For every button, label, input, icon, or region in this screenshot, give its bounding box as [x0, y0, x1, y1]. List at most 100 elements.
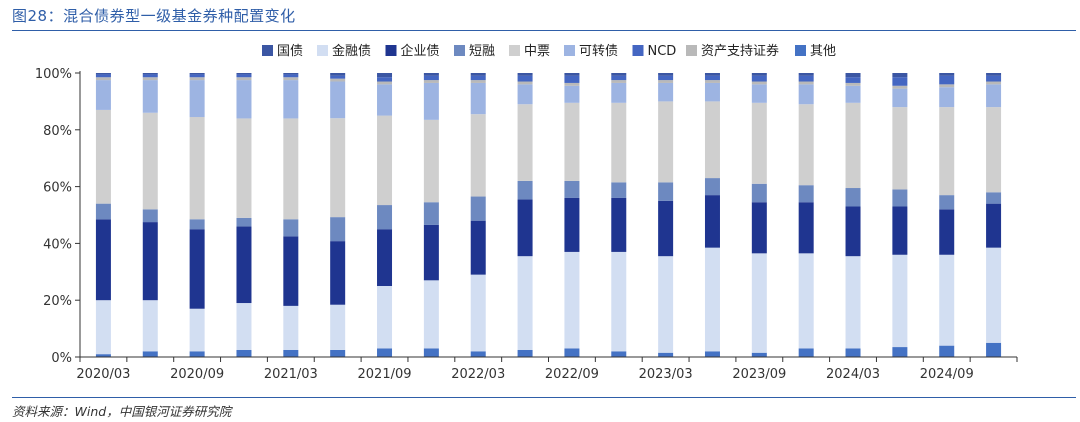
bar-segment — [704, 82, 720, 102]
x-tick-label: 2021/09 — [358, 367, 412, 382]
bar-segment — [330, 349, 346, 357]
bar-segment — [564, 348, 580, 357]
bar-segment — [704, 178, 720, 196]
figure-source: 资料来源：Wind，中国银河证券研究院 — [12, 404, 232, 419]
legend-label: 中票 — [524, 44, 550, 59]
chart-legend: 国债 金融债 企业债 短融 中票 可转债 NCD 资产支持证券 其他 — [262, 43, 836, 59]
bar-segment — [377, 348, 393, 357]
bar-segment — [751, 75, 767, 82]
bar-segment — [283, 118, 299, 220]
bar-segment — [892, 347, 908, 357]
bar-stack — [704, 73, 720, 357]
bar-segment — [236, 80, 252, 119]
bar-segment — [939, 73, 955, 76]
x-tick-label: 2022/03 — [451, 367, 505, 382]
bar-segment — [283, 305, 299, 350]
bar-segment — [845, 206, 861, 257]
x-tick-label: 2022/09 — [545, 367, 599, 382]
bar-segment — [470, 80, 486, 83]
bar-segment — [564, 197, 580, 252]
bar-segment — [142, 209, 158, 223]
bar-segment — [283, 80, 299, 119]
bar-segment — [751, 202, 767, 254]
bar-stack — [95, 73, 111, 357]
bar-segment — [611, 182, 627, 198]
bar-segment — [377, 84, 393, 116]
bar-segment — [939, 75, 955, 85]
bar-segment — [470, 351, 486, 357]
bar-segment — [423, 82, 439, 120]
y-tick-label: 80% — [43, 124, 72, 139]
bar-segment — [751, 84, 767, 103]
bar-segment — [658, 73, 674, 76]
bar-segment — [798, 84, 814, 105]
figure-title: 图28：混合债券型一级基金券种配置变化 — [12, 7, 296, 25]
bar-segment — [611, 102, 627, 183]
bar-segment — [95, 300, 111, 355]
bar-segment — [845, 82, 861, 86]
bar-stack — [658, 73, 674, 357]
bar-segment — [611, 73, 627, 76]
bar-segment — [751, 352, 767, 357]
bar-segment — [986, 73, 1002, 76]
bar-segment — [517, 199, 533, 257]
bar-segment — [95, 73, 111, 75]
bar-segment — [330, 241, 346, 305]
bar-segment — [517, 104, 533, 181]
bar-segment — [517, 84, 533, 105]
bar-segment — [330, 75, 346, 79]
bar-segment — [377, 286, 393, 349]
legend-swatch — [262, 45, 273, 56]
bar-segment — [283, 77, 299, 81]
bar-segment — [470, 82, 486, 115]
x-tick-label: 2021/03 — [264, 367, 318, 382]
legend-label: 其他 — [810, 44, 836, 59]
bar-segment — [704, 195, 720, 248]
bar-segment — [236, 118, 252, 218]
bar-segment — [845, 348, 861, 357]
legend-item: 企业债 — [385, 43, 440, 59]
legend-label: 资产支持证券 — [701, 43, 779, 59]
bar-segment — [751, 102, 767, 184]
bar-segment — [189, 351, 205, 357]
bar-segment — [236, 77, 252, 81]
bar-segment — [939, 345, 955, 357]
bar-segment — [377, 81, 393, 85]
bar-segment — [330, 78, 346, 82]
bar-segment — [142, 77, 158, 81]
legend-swatch — [795, 45, 806, 56]
bar-segment — [986, 203, 1002, 248]
bar-segment — [470, 75, 486, 81]
bar-segment — [95, 354, 111, 357]
legend-item: 国债 — [262, 44, 303, 59]
bar-segment — [377, 229, 393, 286]
bar-segment — [939, 87, 955, 108]
bar-segment — [470, 73, 486, 76]
bar-segment — [189, 219, 205, 230]
bar-segment — [95, 109, 111, 204]
bar-segment — [704, 101, 720, 179]
bar-stack — [142, 73, 158, 357]
bar-stack — [892, 73, 908, 357]
bar-segment — [658, 352, 674, 357]
legend-swatch — [564, 45, 575, 56]
bar-segment — [377, 77, 393, 82]
bar-segment — [892, 88, 908, 108]
bar-segment — [704, 80, 720, 83]
bar-segment — [423, 224, 439, 281]
bar-stack — [470, 73, 486, 357]
bar-segment — [798, 75, 814, 82]
bar-stack — [939, 73, 955, 357]
bar-segment — [142, 80, 158, 113]
bar-stack — [330, 73, 346, 357]
bar-segment — [611, 82, 627, 103]
bar-segment — [892, 85, 908, 89]
x-tick-label: 2020/09 — [170, 367, 224, 382]
bar-segment — [423, 348, 439, 357]
bar-stack — [611, 73, 627, 357]
bar-segment — [377, 205, 393, 230]
bar-segment — [95, 203, 111, 220]
bar-stack — [845, 73, 861, 357]
y-tick-label: 40% — [43, 237, 72, 252]
bar-segment — [236, 303, 252, 350]
